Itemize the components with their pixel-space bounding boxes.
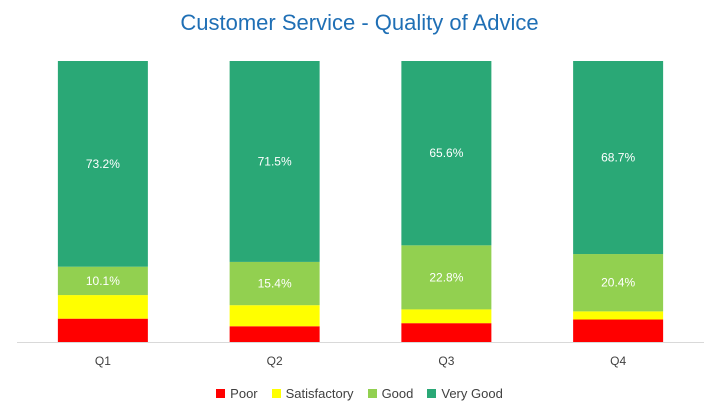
legend-swatch-good: [367, 389, 377, 398]
bar-segment-good-q1: [57, 266, 148, 296]
chart-title: Customer Service - Quality of Advice: [180, 10, 539, 35]
bar-segment-poor-q1: [57, 318, 148, 342]
legend-label-satisfactory: Satisfactory: [285, 386, 354, 401]
legend-item-very-good: Very Good: [427, 386, 503, 401]
bar-segment-very-good-q2: [229, 61, 320, 262]
bar-segment-poor-q4: [573, 319, 664, 342]
bar-segment-good-q3: [401, 245, 492, 310]
legend-label-good: Good: [381, 386, 414, 401]
bar-segment-poor-q3: [401, 323, 492, 342]
bar-segment-satisfactory-q1: [57, 295, 148, 319]
data-label-good-q2: 15.4%: [258, 277, 292, 291]
x-tick-label-q4: Q4: [610, 354, 626, 368]
legend-label-poor: Poor: [230, 386, 258, 401]
data-label-very-good-q1: 73.2%: [86, 157, 120, 171]
data-label-good-q4: 20.4%: [601, 276, 635, 290]
data-label-very-good-q3: 65.6%: [429, 146, 463, 160]
bar-segment-good-q4: [573, 254, 664, 312]
legend-item-poor: Poor: [216, 386, 258, 401]
bar-segment-satisfactory-q2: [229, 305, 320, 327]
bar-segment-poor-q2: [229, 326, 320, 342]
bar-segment-very-good-q3: [401, 61, 492, 246]
x-tick-label-q1: Q1: [95, 354, 111, 368]
bar-segment-very-good-q1: [57, 61, 148, 267]
bar-segment-good-q2: [229, 261, 320, 306]
legend-item-good: Good: [367, 386, 414, 401]
data-label-good-q1: 10.1%: [86, 274, 120, 288]
legend-label-very-good: Very Good: [441, 386, 503, 401]
x-tick-label-q2: Q2: [267, 354, 283, 368]
bar-segment-satisfactory-q3: [401, 309, 492, 324]
legend-swatch-very-good: [427, 389, 437, 398]
data-label-good-q3: 22.8%: [429, 270, 463, 284]
bar-segment-satisfactory-q4: [573, 311, 664, 320]
legend: Poor Satisfactory Good Very Good: [0, 386, 719, 401]
bar-segment-very-good-q4: [573, 61, 664, 255]
legend-swatch-poor: [216, 389, 226, 398]
x-tick-label-q3: Q3: [438, 354, 454, 368]
legend-item-satisfactory: Satisfactory: [271, 386, 354, 401]
data-label-very-good-q2: 71.5%: [258, 154, 292, 168]
legend-swatch-satisfactory: [271, 389, 281, 398]
data-label-very-good-q4: 68.7%: [601, 151, 635, 165]
